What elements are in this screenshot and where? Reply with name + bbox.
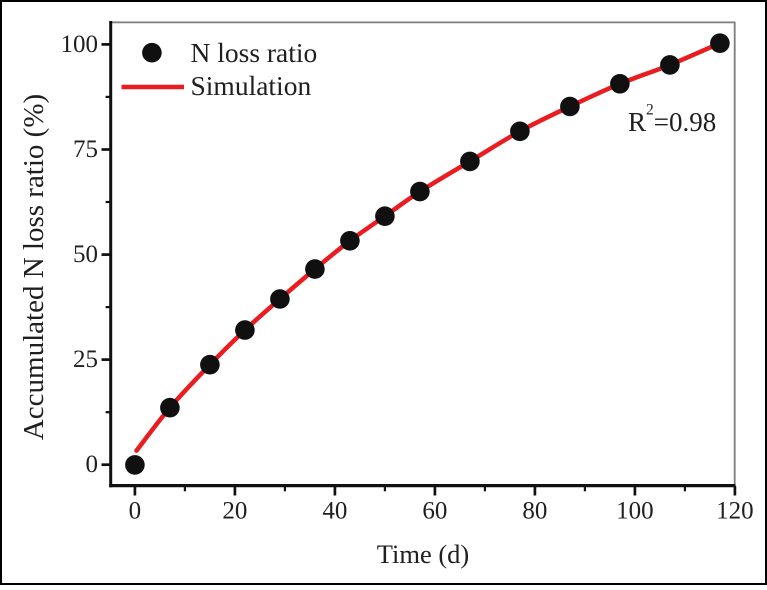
svg-text:R2=0.98: R2=0.98 — [628, 102, 716, 137]
svg-text:25: 25 — [73, 346, 98, 373]
svg-text:Time (d): Time (d) — [377, 539, 470, 569]
svg-text:Simulation: Simulation — [191, 70, 312, 101]
svg-text:100: 100 — [61, 31, 99, 58]
svg-text:75: 75 — [73, 136, 98, 163]
svg-text:50: 50 — [73, 241, 98, 268]
svg-text:0: 0 — [129, 498, 142, 525]
svg-text:40: 40 — [322, 498, 347, 525]
svg-text:120: 120 — [716, 498, 754, 525]
svg-text:100: 100 — [616, 498, 654, 525]
svg-text:0: 0 — [86, 451, 99, 478]
svg-text:Accumulated N loss ratio (%): Accumulated N loss ratio (%) — [18, 94, 50, 440]
svg-text:60: 60 — [422, 498, 447, 525]
svg-text:80: 80 — [522, 498, 547, 525]
svg-text:20: 20 — [222, 498, 247, 525]
svg-text:N loss ratio: N loss ratio — [191, 37, 318, 68]
